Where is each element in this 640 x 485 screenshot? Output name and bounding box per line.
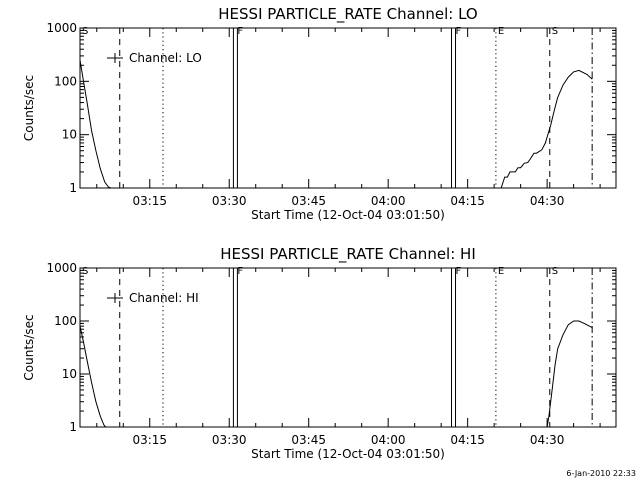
x-tick-label: 04:00 xyxy=(371,194,406,208)
x-tick-label: 04:15 xyxy=(450,433,485,447)
flag-label: S xyxy=(82,26,88,37)
plot-frame xyxy=(79,267,617,428)
x-tick-label: 04:15 xyxy=(450,194,485,208)
flag-label: E xyxy=(498,26,504,37)
legend-label: Channel: LO xyxy=(129,51,202,65)
x-tick-label: 03:45 xyxy=(291,194,326,208)
x-tick-label: 04:30 xyxy=(530,194,565,208)
chart-title: HESSI PARTICLE_RATE Channel: LO xyxy=(218,5,477,24)
y-tick-label: 10 xyxy=(62,128,77,142)
legend-label: Channel: HI xyxy=(129,291,199,305)
y-tick-label: 100 xyxy=(54,314,77,328)
flag-label: S xyxy=(552,26,558,37)
y-tick-label: 1000 xyxy=(46,261,77,275)
x-tick-label: 04:00 xyxy=(371,433,406,447)
x-axis-label: Start Time (12-Oct-04 03:01:50) xyxy=(251,208,445,222)
y-axis-label: Counts/sec xyxy=(22,75,36,141)
y-tick-label: 1000 xyxy=(46,21,77,35)
flag-label: F xyxy=(456,26,462,37)
x-tick-label: 03:30 xyxy=(212,433,247,447)
x-tick-label: 03:30 xyxy=(212,194,247,208)
x-axis-label: Start Time (12-Oct-04 03:01:50) xyxy=(251,447,445,461)
x-tick-label: 03:15 xyxy=(132,433,167,447)
y-tick-label: 1 xyxy=(69,420,77,434)
series-line xyxy=(500,69,593,189)
flag-label: S xyxy=(552,266,558,277)
series-line xyxy=(79,325,106,428)
flag-label: F xyxy=(237,26,243,37)
flag-label: F xyxy=(237,266,243,277)
plot-frame xyxy=(79,27,617,189)
y-tick-label: 10 xyxy=(62,367,77,381)
y-axis-label: Counts/sec xyxy=(22,314,36,380)
flag-label: F xyxy=(456,266,462,277)
y-tick-label: 1 xyxy=(69,181,77,195)
x-tick-label: 03:45 xyxy=(291,433,326,447)
plot-date-stamp: 6-Jan-2010 22:33 xyxy=(566,469,636,478)
x-tick-label: 04:30 xyxy=(530,433,565,447)
chart-title: HESSI PARTICLE_RATE Channel: HI xyxy=(220,245,476,264)
series-line xyxy=(546,320,593,428)
series-line xyxy=(79,60,112,189)
flag-label: S xyxy=(82,266,88,277)
flag-label: E xyxy=(498,266,504,277)
x-tick-label: 03:15 xyxy=(132,194,167,208)
y-tick-label: 100 xyxy=(54,74,77,88)
